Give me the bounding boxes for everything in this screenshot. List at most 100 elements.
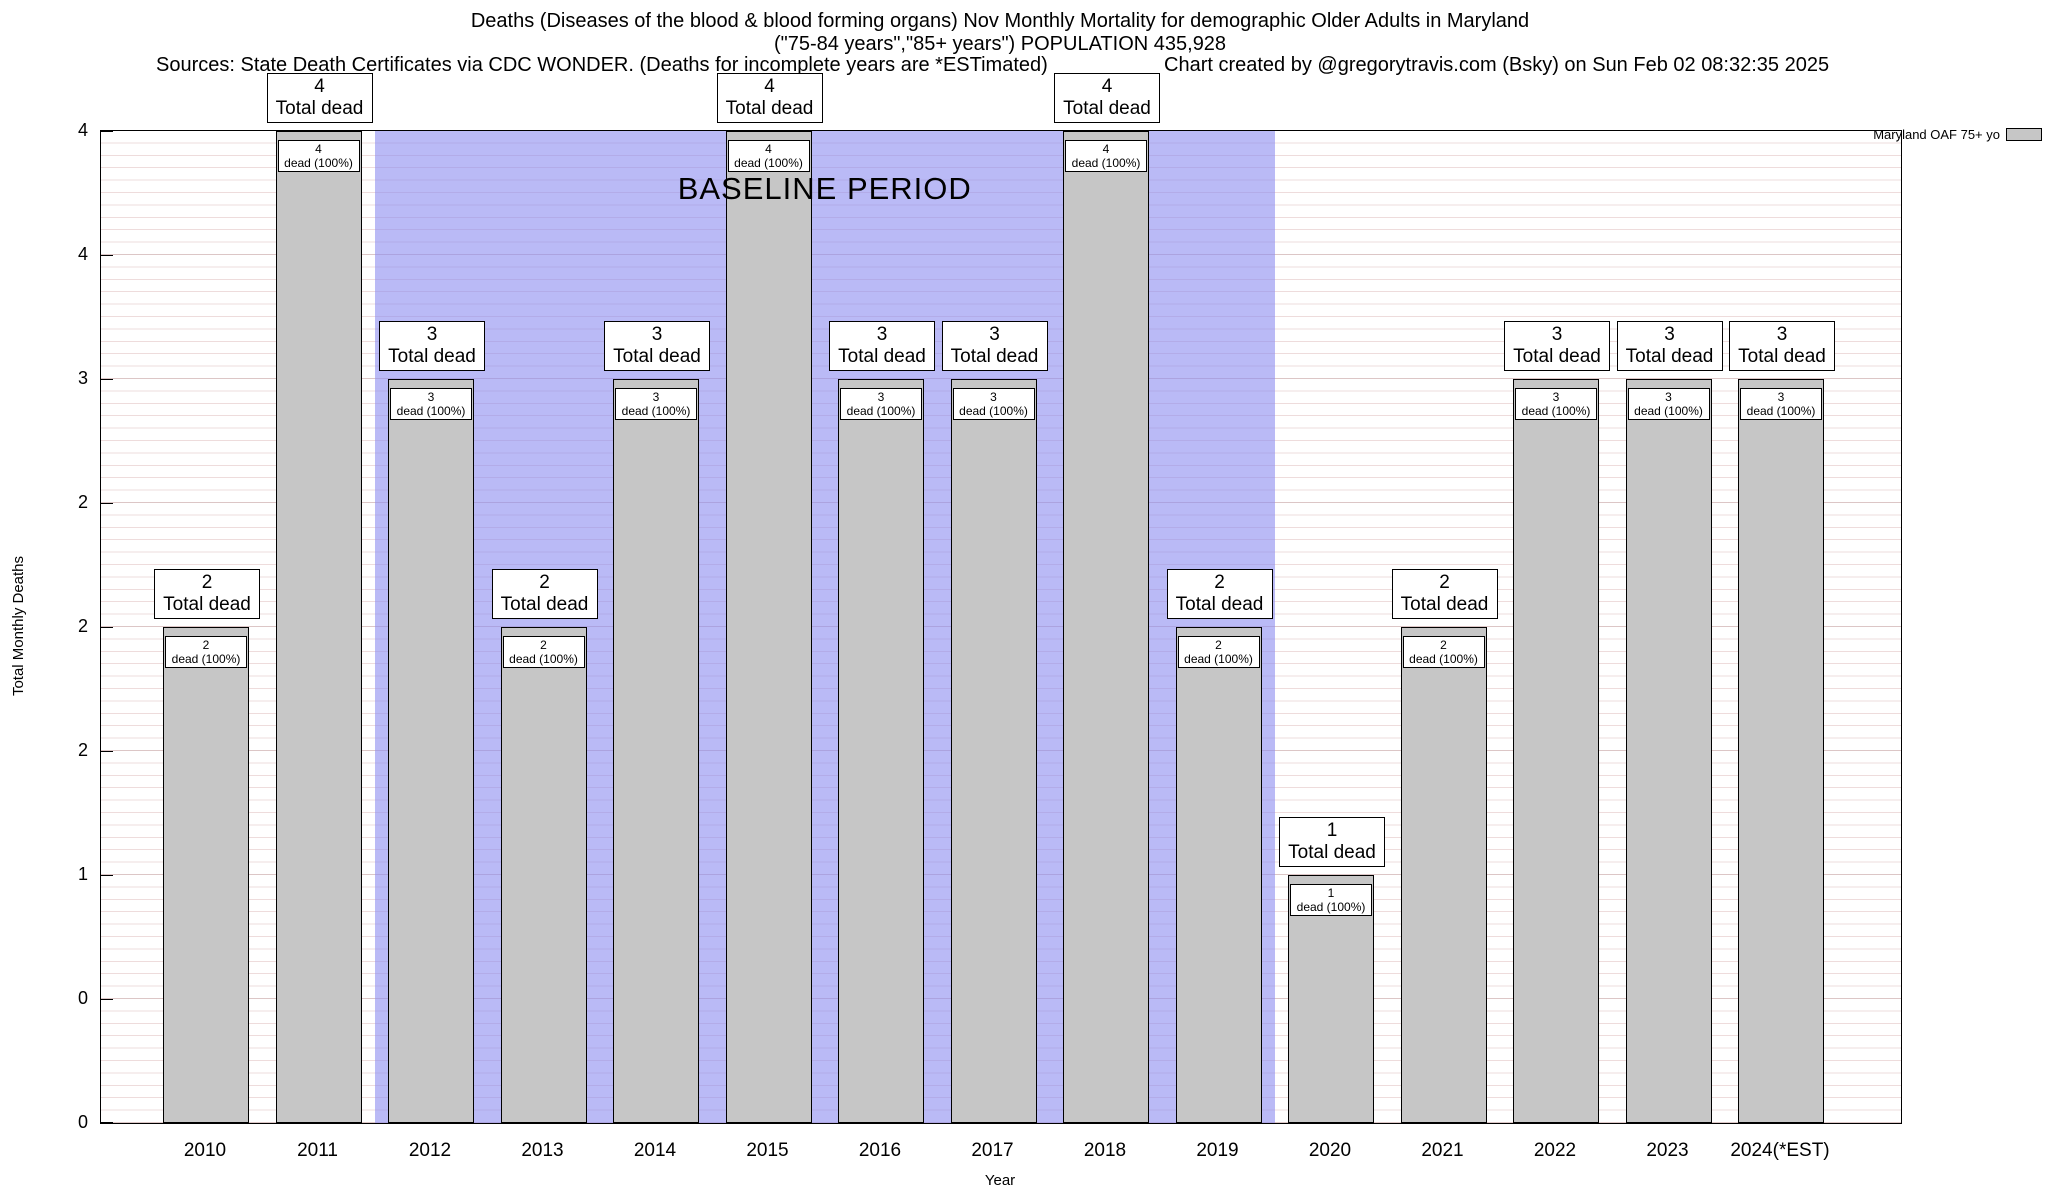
- y-tick-mark: [101, 1122, 113, 1123]
- y-tick-mark: [101, 627, 113, 628]
- bar-total-value: 2: [1214, 572, 1225, 593]
- bar-inner-suffix: dead (100%): [509, 652, 578, 666]
- bar-inner-value: 4: [765, 142, 772, 156]
- x-tick-2013: 2013: [521, 1140, 564, 1161]
- bar-inner-suffix: dead (100%): [1521, 404, 1591, 418]
- x-tick-2024(*EST): 2024(*EST): [1730, 1140, 1830, 1161]
- bar-total-suffix: Total dead: [500, 594, 589, 615]
- bar-inner-value: 4: [1102, 142, 1110, 156]
- bar-total-value: 4: [764, 76, 775, 97]
- bar-total-value: 3: [651, 324, 663, 345]
- bar-inner-value: 3: [877, 390, 885, 404]
- bar-inner-suffix: dead (100%): [171, 652, 241, 666]
- y-tick-label: 2: [77, 616, 88, 636]
- bar-total-suffix: Total dead: [1288, 842, 1376, 863]
- bar-2015: 4 dead (100%): [725, 131, 812, 1123]
- bar-inner-label: 2 dead (100%): [1402, 636, 1485, 668]
- bar-total-label: 4 Total dead: [716, 73, 823, 123]
- bar-inner-value: 2: [1440, 638, 1447, 652]
- bar-2020: 1 dead (100%): [1288, 875, 1374, 1123]
- legend-swatch: [2006, 128, 2042, 141]
- bar-inner-label: 1 dead (100%): [1290, 884, 1372, 916]
- bar-total-value: 1: [1326, 820, 1338, 841]
- bar-inner-label: 3 dead (100%): [840, 388, 922, 420]
- bar-total-suffix: Total dead: [163, 594, 251, 615]
- bar-total-label: 4 Total dead: [266, 73, 373, 123]
- x-tick-2011: 2011: [297, 1140, 338, 1161]
- bar-inner-suffix: dead (100%): [1071, 156, 1141, 170]
- plot-area: 2 dead (100%) 2 Total dead 4 dead (100%) 4 Tota…: [100, 73, 1902, 1124]
- bar-inner-value: 3: [427, 390, 435, 404]
- bar-2013: 2 dead (100%): [500, 627, 587, 1123]
- bar-2021: 2 dead (100%): [1400, 627, 1487, 1123]
- x-tick-2016: 2016: [858, 1140, 902, 1161]
- x-tick-2017: 2017: [971, 1140, 1014, 1161]
- bar-inner-label: 3 dead (100%): [952, 388, 1035, 420]
- bar-total-value: 2: [539, 572, 550, 593]
- bar-inner-suffix: dead (100%): [1296, 900, 1366, 914]
- bar-inner-suffix: dead (100%): [1184, 652, 1253, 666]
- bar-inner-label: 3 dead (100%): [1627, 388, 1710, 420]
- bar-total-suffix: Total dead: [950, 346, 1039, 367]
- bar-inner-value: 3: [1665, 390, 1672, 404]
- bar-total-label: 2 Total dead: [1391, 569, 1498, 619]
- bar-total-value: 2: [1439, 572, 1450, 593]
- bar-total-label: 3 Total dead: [604, 321, 710, 371]
- y-tick-label: 4: [77, 244, 88, 264]
- y-tick-label: 4: [77, 120, 88, 140]
- bar-inner-value: 2: [1215, 638, 1222, 652]
- bar-total-suffix: Total dead: [388, 346, 476, 367]
- bar-total-label: 3 Total dead: [1504, 321, 1610, 371]
- y-tick-label: 2: [77, 740, 88, 760]
- bar-inner-label: 4 dead (100%): [277, 140, 360, 172]
- y-tick-mark: [101, 255, 113, 256]
- bar-total-label: 3 Total dead: [1616, 321, 1723, 371]
- bar-inner-suffix: dead (100%): [1746, 404, 1816, 418]
- bar-total-value: 4: [1101, 76, 1113, 97]
- bar-inner-suffix: dead (100%): [959, 404, 1028, 418]
- bar-total-suffix: Total dead: [1513, 346, 1601, 367]
- bar-total-label: 3 Total dead: [941, 321, 1048, 371]
- x-tick-2014: 2014: [633, 1140, 677, 1161]
- bar-inner-suffix: dead (100%): [1634, 404, 1703, 418]
- y-tick-label: 0: [77, 1112, 88, 1132]
- bar-inner-value: 2: [540, 638, 547, 652]
- y-tick-mark: [101, 131, 113, 132]
- bar-total-value: 3: [1664, 324, 1675, 345]
- x-tick-2023: 2023: [1646, 1140, 1689, 1161]
- bar-total-label: 4 Total dead: [1054, 73, 1160, 123]
- x-tick-2012: 2012: [408, 1140, 452, 1161]
- y-tick-label: 3: [77, 368, 88, 388]
- bar-inner-value: 3: [1552, 390, 1560, 404]
- bar-total-suffix: Total dead: [1063, 98, 1151, 119]
- bar-total-value: 3: [1551, 324, 1563, 345]
- bar-2024(*EST): 3 dead (100%): [1738, 379, 1824, 1123]
- bar-inner-suffix: dead (100%): [621, 404, 691, 418]
- bar-inner-suffix: dead (100%): [846, 404, 916, 418]
- x-tick-2018: 2018: [1083, 1140, 1127, 1161]
- x-tick-2010: 2010: [183, 1140, 227, 1161]
- bar-total-value: 3: [989, 324, 1000, 345]
- y-tick-label: 0: [77, 988, 88, 1008]
- bar-total-suffix: Total dead: [613, 346, 701, 367]
- legend: Maryland OAF 75+ yo: [1873, 127, 2042, 142]
- bar-inner-value: 4: [315, 142, 322, 156]
- bar-total-label: 2 Total dead: [491, 569, 598, 619]
- bar-2022: 3 dead (100%): [1513, 379, 1599, 1123]
- bar-2010: 2 dead (100%): [163, 627, 249, 1123]
- bar-inner-label: 2 dead (100%): [165, 636, 247, 668]
- bar-total-label: 3 Total dead: [379, 321, 485, 371]
- bar-total-value: 3: [876, 324, 888, 345]
- bar-inner-value: 3: [652, 390, 660, 404]
- bar-total-label: 3 Total dead: [1729, 321, 1835, 371]
- bar-total-label: 2 Total dead: [1166, 569, 1273, 619]
- bar-inner-suffix: dead (100%): [396, 404, 466, 418]
- bar-total-suffix: Total dead: [1738, 346, 1826, 367]
- chart-subtitle: ("75-84 years","85+ years") POPULATION 4…: [773, 33, 1227, 55]
- bar-total-value: 3: [1776, 324, 1788, 345]
- bar-2014: 3 dead (100%): [613, 379, 699, 1123]
- bar-total-suffix: Total dead: [725, 98, 814, 119]
- y-tick-mark: [101, 999, 113, 1000]
- bar-inner-suffix: dead (100%): [734, 156, 803, 170]
